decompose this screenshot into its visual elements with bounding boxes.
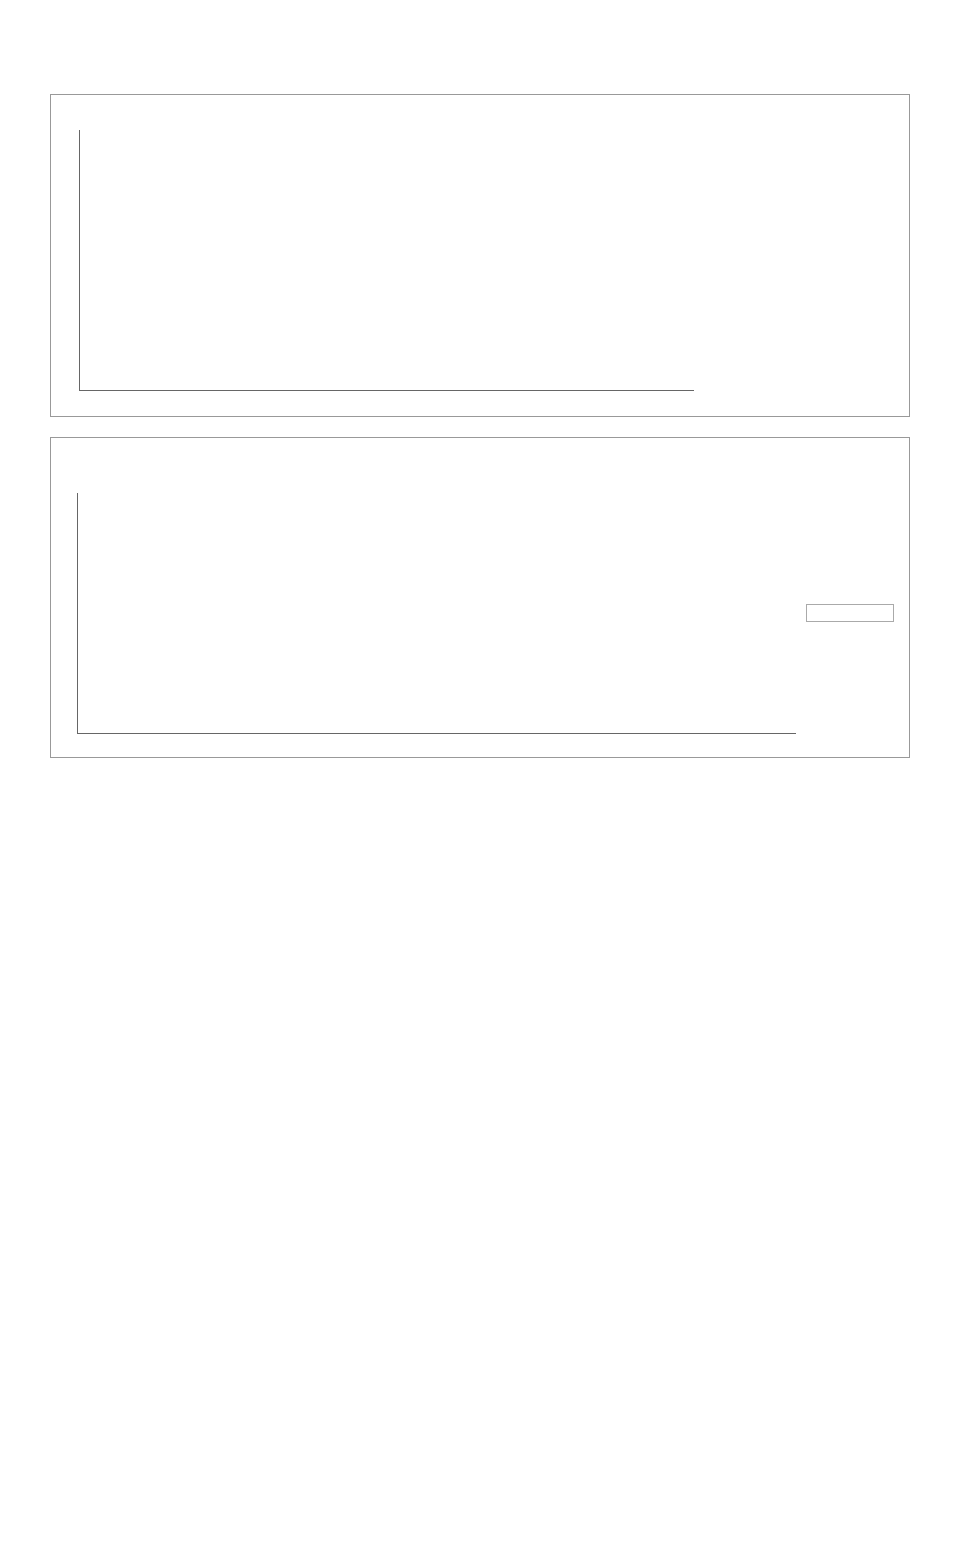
line-chart-plot [77,493,796,734]
line-chart-legend [806,604,894,622]
paragraph-3 [50,54,910,74]
bar-chart-legend [704,130,894,391]
bar-chart-plot [79,130,694,391]
bar-chart-container [50,94,910,417]
line-chart-container [50,437,910,758]
